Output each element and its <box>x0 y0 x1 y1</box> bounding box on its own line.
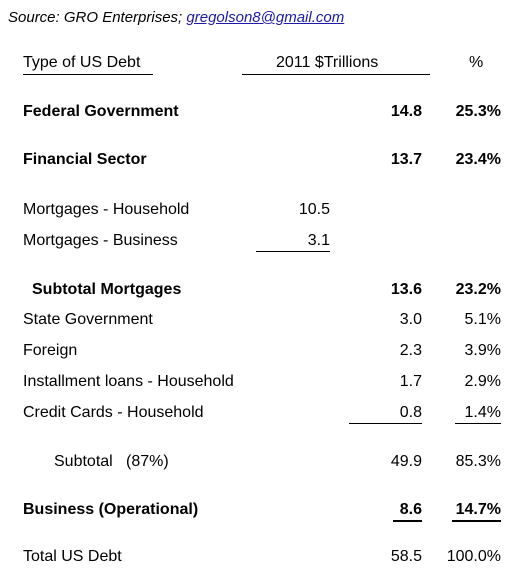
row-mort-household-label: Mortgages - Household <box>23 201 190 218</box>
business-value-underline <box>393 520 422 522</box>
row-financial-value: 13.7 <box>390 151 422 168</box>
row-foreign-label: Foreign <box>23 342 78 359</box>
row-mort-household-sub: 10.5 <box>298 201 330 218</box>
source-line: Source: GRO Enterprises; gregolson8@gmai… <box>8 8 344 28</box>
row-installment-value: 1.7 <box>399 373 422 390</box>
row-business-label: Business (Operational) <box>23 501 199 518</box>
row-subtotal-mort-value: 13.6 <box>390 281 422 298</box>
row-subtotal-label: Subtotal (87%) <box>54 453 169 470</box>
header-type: Type of US Debt <box>23 54 141 71</box>
row-federal-label: Federal Government <box>23 103 179 120</box>
row-subtotal-value: 49.9 <box>390 453 422 470</box>
header-amount: 2011 $Trillions <box>276 54 379 71</box>
credit-value-underline <box>349 423 422 424</box>
row-foreign-pct: 3.9% <box>464 342 501 359</box>
row-federal-value: 14.8 <box>390 103 422 120</box>
row-state-pct: 5.1% <box>464 311 501 328</box>
source-email-link[interactable]: gregolson8@gmail.com <box>186 9 345 26</box>
row-subtotal-pct: 85.3% <box>455 453 501 470</box>
row-total-label: Total US Debt <box>23 548 122 565</box>
row-federal-pct: 25.3% <box>455 103 501 120</box>
row-foreign-value: 2.3 <box>399 342 422 359</box>
row-credit-label: Credit Cards - Household <box>23 404 204 421</box>
header-type-underline <box>23 74 153 75</box>
source-text: Source: GRO Enterprises; <box>8 9 187 26</box>
row-mort-business-label: Mortgages - Business <box>23 232 178 249</box>
business-pct-underline <box>452 520 501 522</box>
row-mort-business-sub: 3.1 <box>307 232 330 249</box>
row-financial-label: Financial Sector <box>23 151 147 168</box>
row-subtotal-mort-label: Subtotal Mortgages <box>32 281 182 298</box>
row-business-pct: 14.7% <box>455 501 501 518</box>
row-financial-pct: 23.4% <box>455 151 501 168</box>
row-total-pct: 100.0% <box>446 548 501 565</box>
mortgages-underline <box>256 251 330 252</box>
header-pct: % <box>469 54 484 71</box>
row-installment-label: Installment loans - Household <box>23 373 234 390</box>
row-subtotal-mort-pct: 23.2% <box>455 281 501 298</box>
row-total-value: 58.5 <box>390 548 422 565</box>
row-installment-pct: 2.9% <box>464 373 501 390</box>
header-amount-underline <box>242 74 430 75</box>
row-state-value: 3.0 <box>399 311 422 328</box>
row-business-value: 8.6 <box>399 501 422 518</box>
row-credit-value: 0.8 <box>399 404 422 421</box>
row-state-label: State Government <box>23 311 153 328</box>
credit-pct-underline <box>455 423 501 424</box>
row-credit-pct: 1.4% <box>464 404 501 421</box>
